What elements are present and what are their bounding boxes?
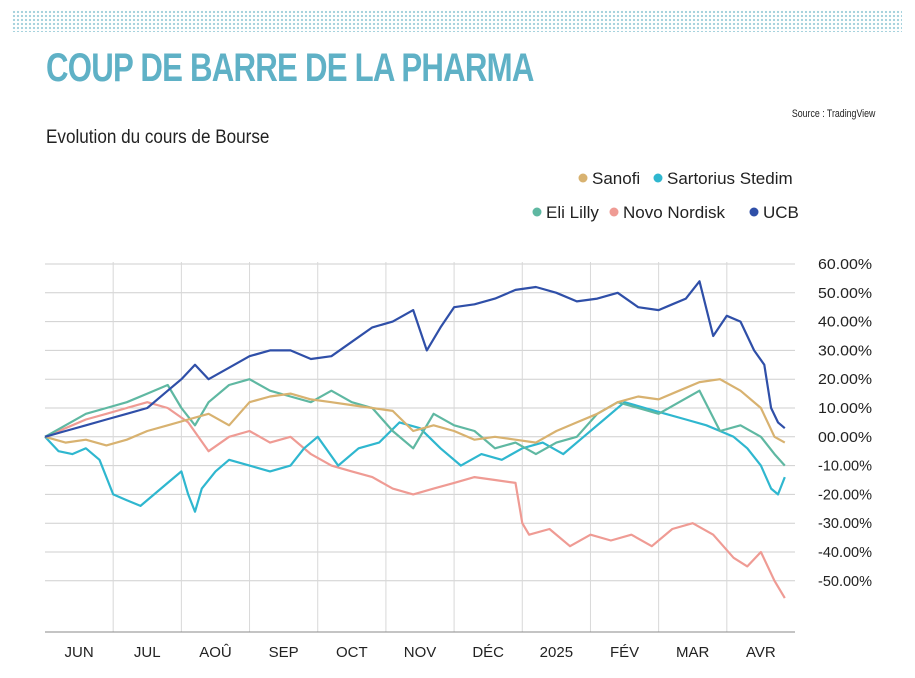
x-tick-label: MAR xyxy=(676,644,710,661)
legend-marker xyxy=(653,173,663,183)
y-tick-label: -10.00% xyxy=(818,458,872,475)
x-tick-label: SEP xyxy=(269,644,299,661)
y-tick-label: 40.00% xyxy=(818,314,872,331)
x-tick-label: AVR xyxy=(746,644,776,661)
source-note: Source : TradingView xyxy=(791,108,875,120)
series-line-novo-nordisk xyxy=(44,401,786,599)
y-tick-label: 50.00% xyxy=(818,285,872,302)
y-tick-label: 00.00% xyxy=(818,429,872,446)
y-tick-label: 60.00% xyxy=(818,256,872,273)
legend-label: Novo Nordisk xyxy=(623,203,726,222)
y-tick-label: 30.00% xyxy=(818,342,872,359)
x-tick-label: NOV xyxy=(404,644,437,661)
x-tick-label: 2025 xyxy=(540,644,573,661)
x-tick-label: FÉV xyxy=(610,644,639,661)
x-tick-label: AOÛ xyxy=(199,644,232,661)
chart-subtitle: Evolution du cours de Bourse xyxy=(46,127,270,148)
legend-marker xyxy=(578,173,588,183)
legend-label: Eli Lilly xyxy=(546,203,599,222)
legend-label: UCB xyxy=(763,203,799,222)
dotted-banner xyxy=(12,10,902,32)
y-tick-label: -20.00% xyxy=(818,486,872,503)
legend-marker xyxy=(532,207,542,217)
legend-marker xyxy=(609,207,619,217)
series-line-eli-lilly xyxy=(44,378,786,467)
legend-marker xyxy=(749,207,759,217)
y-tick-label: 10.00% xyxy=(818,400,872,417)
x-tick-label: JUL xyxy=(134,644,161,661)
series-line-sanofi xyxy=(44,378,786,447)
x-tick-label: DÉC xyxy=(472,644,504,661)
legend-label: Sanofi xyxy=(592,169,640,188)
chart-title: COUP DE BARRE DE LA PHARMA xyxy=(46,46,534,90)
x-tick-label: JUN xyxy=(65,644,94,661)
legend-label: Sartorius Stedim xyxy=(667,169,793,188)
y-tick-label: -30.00% xyxy=(818,515,872,532)
y-tick-label: -40.00% xyxy=(818,544,872,561)
y-tick-label: 20.00% xyxy=(818,371,872,388)
y-tick-label: -50.00% xyxy=(818,573,872,590)
series-line-sartorius-stedim xyxy=(44,401,786,513)
series-line-ucb xyxy=(44,280,786,438)
x-tick-label: OCT xyxy=(336,644,368,661)
